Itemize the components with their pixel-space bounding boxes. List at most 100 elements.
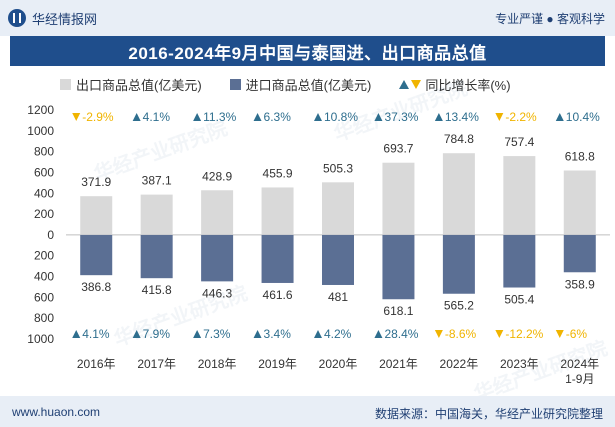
footer-source: 数据来源：中国海关，华经产业研究院整理: [374, 407, 603, 421]
y-tick-label: 600: [34, 290, 54, 304]
y-tick-label: 1000: [27, 332, 54, 346]
import-bar: [503, 234, 536, 288]
growth-up-triangle-icon: [253, 330, 262, 338]
export-growth-label: 13.4%: [445, 110, 479, 124]
export-growth-label: -2.9%: [82, 110, 114, 124]
import-growth-label: 7.9%: [143, 327, 171, 341]
import-bar: [80, 234, 113, 276]
import-value-label: 481: [328, 290, 348, 304]
export-value-label: 757.4: [504, 135, 534, 149]
growth-up-triangle-icon: [132, 113, 141, 121]
footer-bar: www.huaon.com 数据来源：中国海关，华经产业研究院整理: [0, 396, 615, 427]
export-bar: [201, 190, 234, 235]
y-tick-label: 200: [34, 249, 54, 263]
header-bar: 华经情报网 专业严谨 ● 客观科学: [0, 0, 615, 36]
export-growth-label: 6.3%: [264, 110, 292, 124]
chart-legend: 出口商品总值(亿美元) 进口商品总值(亿美元) 同比增长率(%): [60, 74, 600, 94]
export-growth-label: 10.4%: [566, 110, 600, 124]
y-tick-label: 200: [34, 207, 54, 221]
import-value-label: 505.4: [504, 293, 534, 307]
import-value-label: 461.6: [263, 288, 293, 302]
export-bar: [322, 182, 354, 235]
export-value-label: 455.9: [263, 166, 293, 180]
footer-url[interactable]: www.huaon.com: [12, 405, 101, 419]
import-bar: [382, 234, 415, 300]
growth-up-triangle-icon: [555, 113, 564, 121]
chart-title: 2016-2024年9月中国与泰国进、出口商品总值: [10, 36, 605, 66]
import-value-label: 618.1: [383, 304, 413, 318]
export-value-label: 371.9: [81, 175, 111, 189]
y-tick-label: 1200: [27, 103, 54, 117]
import-growth-label: -6%: [566, 327, 588, 341]
export-value-label: 618.8: [565, 149, 595, 163]
import-bar: [261, 234, 294, 283]
x-tick-label: 2022年: [440, 357, 479, 371]
x-tick-label: 2019年: [258, 357, 297, 371]
chart-plot: 1200 1000 800 600 400 200 0 200 400 600 800 1000 371…: [27, 103, 610, 386]
export-bar: [503, 156, 536, 235]
export-value-label: 784.8: [444, 132, 474, 146]
x-tick-label: 2018年: [198, 357, 237, 371]
y-tick-label: 400: [34, 270, 54, 284]
import-growth-label: 3.4%: [264, 327, 292, 341]
legend-down-triangle-icon: [411, 79, 422, 89]
legend-import: 进口商品总值(亿美元): [229, 75, 372, 94]
y-tick-label: 0: [47, 228, 54, 242]
growth-down-triangle-icon: [434, 330, 443, 338]
growth-up-triangle-icon: [193, 113, 202, 121]
export-value-label: 693.7: [383, 142, 413, 156]
x-tick-label: 2023年: [500, 357, 539, 371]
growth-up-triangle-icon: [193, 330, 202, 338]
legend-import-label: 进口商品总值(亿美元): [245, 77, 372, 93]
legend-import-swatch: [229, 78, 241, 90]
brand-name: 华经情报网: [32, 11, 98, 27]
export-growth-label: -2.2%: [505, 110, 537, 124]
import-value-label: 358.9: [565, 277, 595, 291]
import-value-label: 415.8: [142, 283, 172, 297]
import-growth-label: -12.2%: [505, 327, 543, 341]
legend-up-triangle-icon: [399, 79, 410, 89]
x-tick-label: 1-9月: [565, 372, 594, 386]
import-growth-label: 4.1%: [82, 327, 110, 341]
import-growth-label: 7.3%: [203, 327, 231, 341]
x-tick-label: 2017年: [137, 357, 176, 371]
growth-down-triangle-icon: [72, 113, 81, 121]
import-bar: [322, 234, 354, 285]
import-growth-label: 28.4%: [384, 327, 418, 341]
export-bar: [140, 194, 173, 235]
growth-up-triangle-icon: [132, 330, 141, 338]
export-bar: [261, 187, 294, 235]
growth-up-triangle-icon: [314, 113, 322, 121]
growth-up-triangle-icon: [434, 113, 443, 121]
legend-export: 出口商品总值(亿美元): [60, 75, 202, 94]
import-bar: [140, 234, 173, 279]
x-tick-label: 2021年: [379, 357, 418, 371]
export-growth-label: 11.3%: [203, 110, 236, 124]
legend-export-label: 出口商品总值(亿美元): [76, 77, 202, 93]
export-bar: [442, 153, 475, 235]
legend-growth: 同比增长率(%): [399, 75, 511, 94]
import-value-label: 386.8: [81, 280, 111, 294]
import-bar: [563, 234, 596, 273]
growth-up-triangle-icon: [374, 330, 383, 338]
export-growth-label: 37.3%: [384, 110, 418, 124]
export-bar: [382, 162, 415, 235]
x-tick-label: 2024年: [560, 357, 599, 371]
import-value-label: 565.2: [444, 299, 474, 313]
import-bar: [201, 234, 234, 282]
import-value-label: 446.3: [202, 286, 232, 300]
export-value-label: 428.9: [202, 169, 232, 183]
x-tick-label: 2016年: [77, 357, 116, 371]
export-bar: [563, 170, 596, 235]
y-tick-label: 400: [34, 186, 54, 200]
growth-up-triangle-icon: [314, 330, 322, 338]
y-tick-label: 800: [34, 311, 54, 325]
growth-down-triangle-icon: [495, 330, 504, 338]
export-value-label: 387.1: [142, 174, 172, 188]
import-bar: [442, 234, 475, 294]
growth-down-triangle-icon: [495, 113, 504, 121]
brand-logo-icon: [8, 9, 26, 27]
export-value-label: 505.3: [323, 161, 353, 175]
brand[interactable]: 华经情报网: [8, 8, 97, 28]
import-growth-label: -8.6%: [445, 327, 477, 341]
